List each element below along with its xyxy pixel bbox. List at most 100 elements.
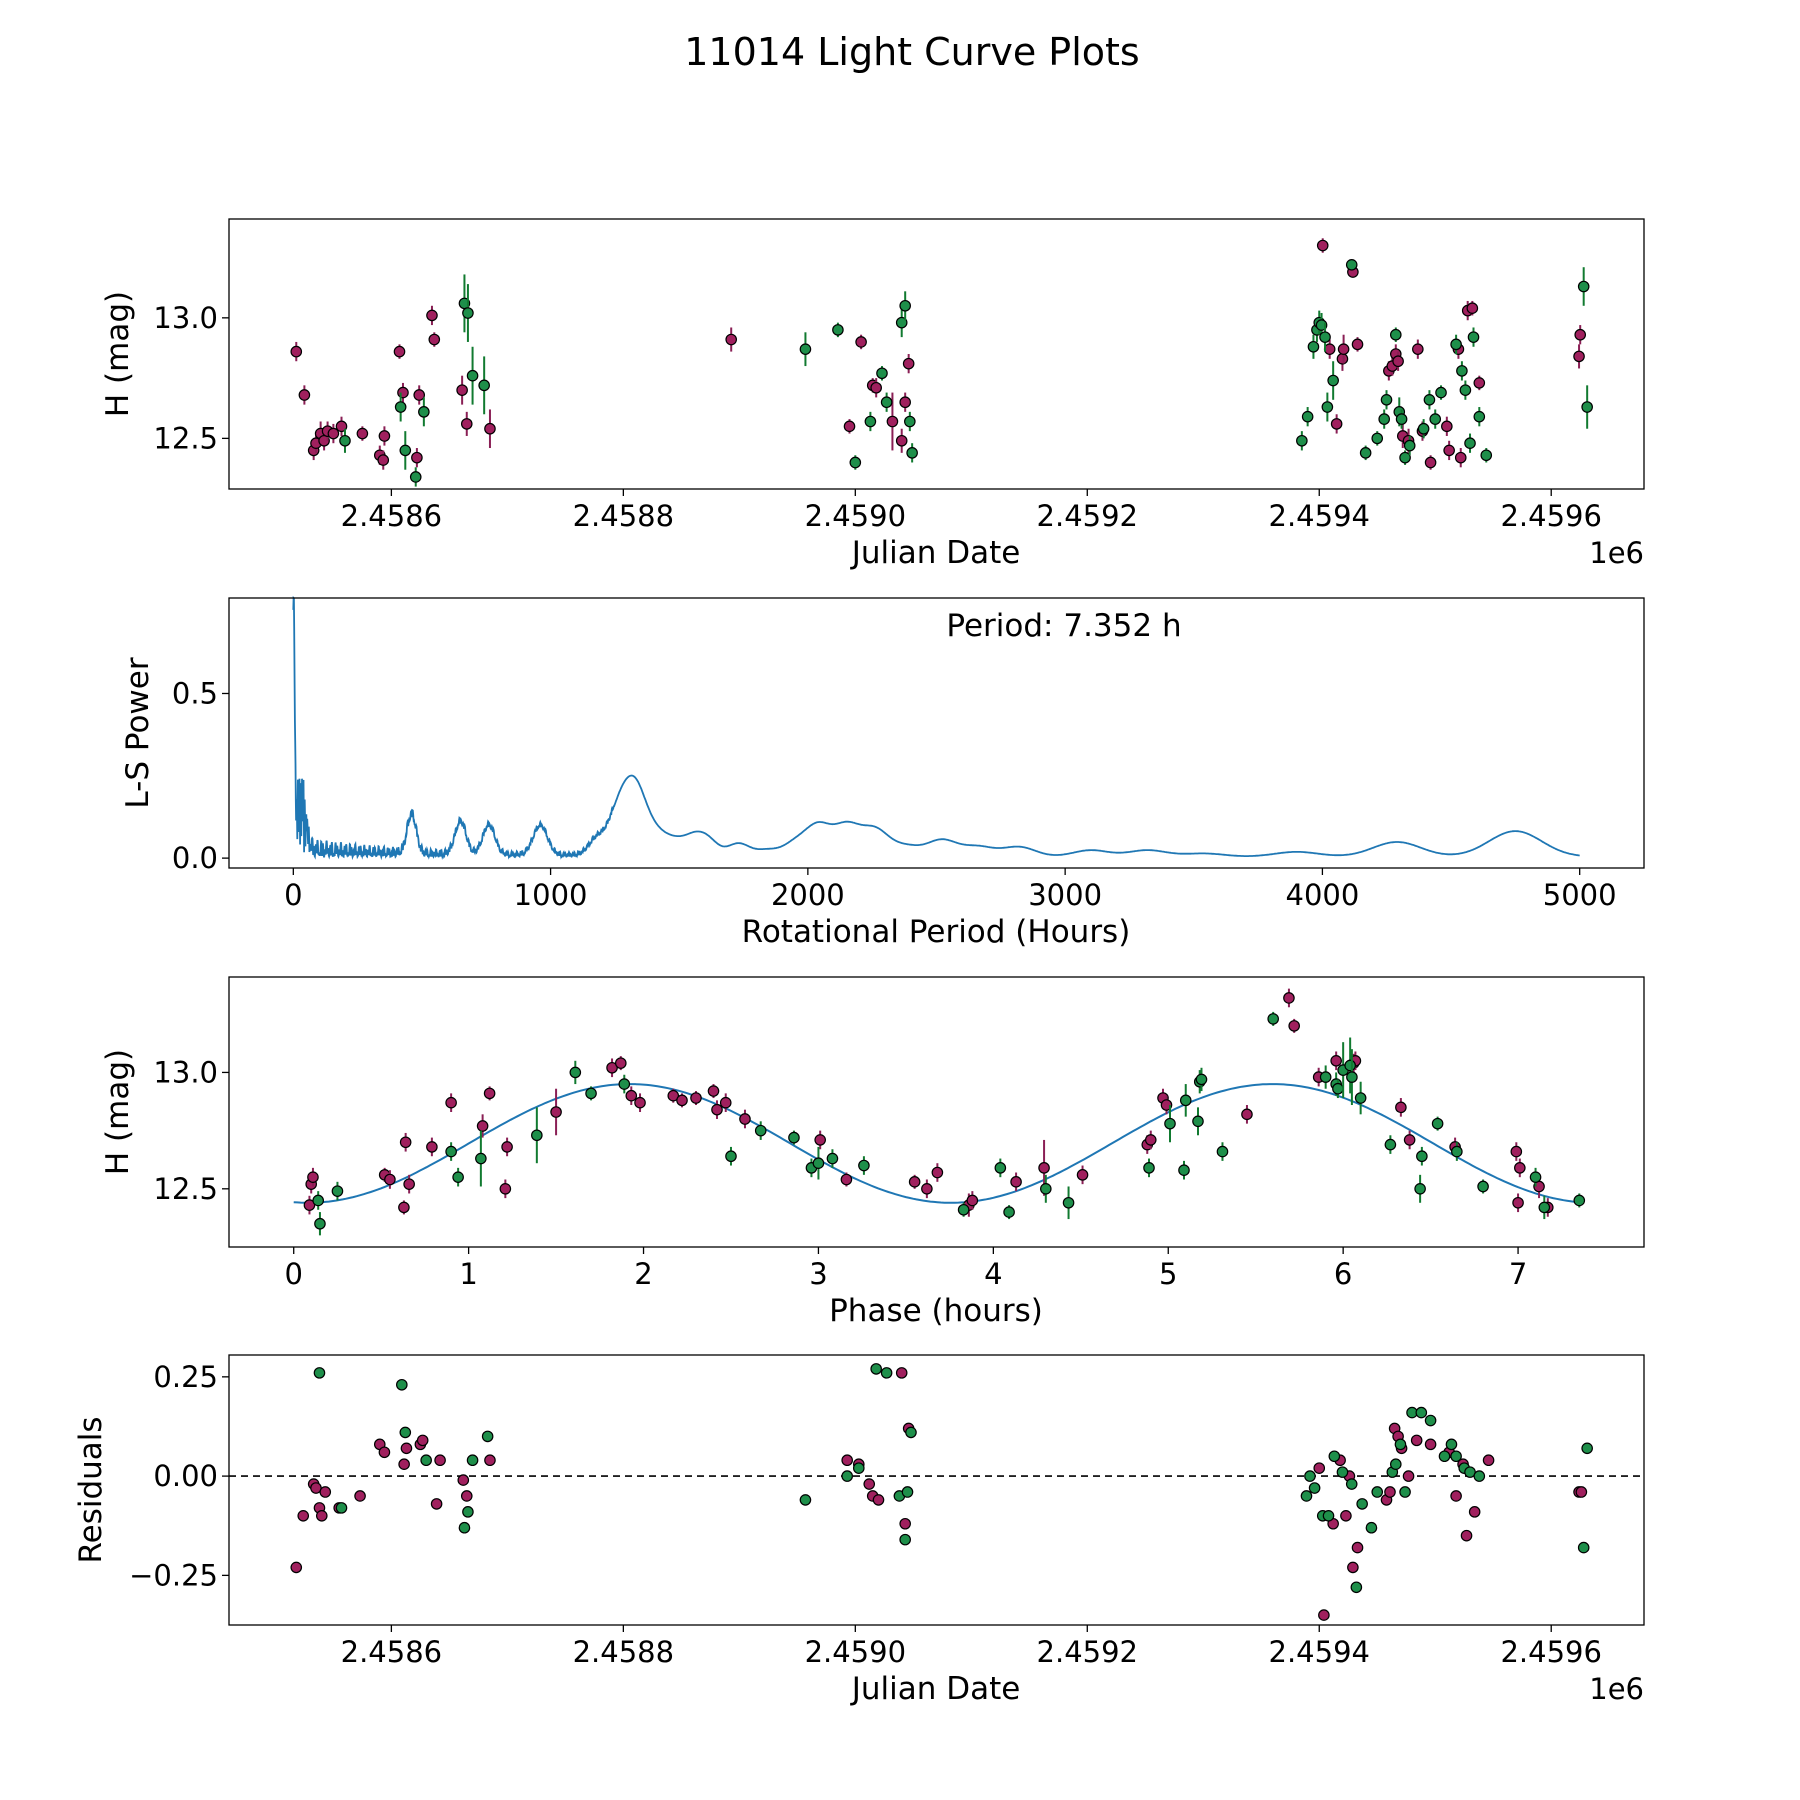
data-point-magenta — [484, 1088, 494, 1098]
data-point-green — [833, 325, 843, 335]
data-point-green — [1309, 1483, 1319, 1493]
data-point-magenta — [1469, 1507, 1479, 1517]
data-point-magenta — [856, 337, 866, 347]
data-point-green — [1457, 366, 1467, 376]
data-point-green — [1179, 1165, 1189, 1175]
data-point-green — [1578, 281, 1588, 291]
data-point-green — [619, 1079, 629, 1089]
data-point-green — [1400, 1487, 1410, 1497]
data-point-magenta — [1289, 1021, 1299, 1031]
data-point-magenta — [1393, 356, 1403, 366]
data-point-magenta — [1515, 1163, 1525, 1173]
data-point-green — [726, 1151, 736, 1161]
data-point-magenta — [887, 416, 897, 426]
data-point-green — [1530, 1172, 1540, 1182]
data-point-magenta — [922, 1184, 932, 1194]
x-tick-label: 2.4594 — [1269, 1635, 1370, 1669]
data-point-green — [1451, 339, 1461, 349]
data-point-magenta — [1348, 1562, 1358, 1572]
data-point-green — [1460, 385, 1470, 395]
data-point-green — [1578, 1542, 1588, 1552]
light-curve-offset-label: 1e6 — [1589, 536, 1644, 570]
data-point-magenta — [1461, 1530, 1471, 1540]
x-tick-label: 2.4588 — [573, 1635, 674, 1669]
data-point-magenta — [291, 1562, 301, 1572]
data-point-green — [1347, 1072, 1357, 1082]
data-point-magenta — [1396, 1102, 1406, 1112]
x-tick-label: 2000 — [771, 878, 845, 912]
y-tick-label: −0.25 — [129, 1558, 218, 1592]
data-point-green — [859, 1160, 869, 1170]
data-point-magenta — [1077, 1170, 1087, 1180]
data-point-green — [1372, 433, 1382, 443]
data-point-magenta — [1442, 421, 1452, 431]
data-point-green — [865, 416, 875, 426]
data-point-green — [586, 1088, 596, 1098]
data-point-green — [1582, 1443, 1592, 1453]
data-point-magenta — [385, 1174, 395, 1184]
light-curve-ylabel: H (mag) — [100, 291, 136, 417]
data-point-green — [1308, 342, 1318, 352]
data-point-magenta — [1331, 1056, 1341, 1066]
data-point-green — [467, 1455, 477, 1465]
data-point-magenta — [462, 419, 472, 429]
period-annotation: Period: 7.352 h — [946, 608, 1181, 644]
x-tick-label: 2.4596 — [1500, 1635, 1601, 1669]
data-point-green — [340, 436, 350, 446]
data-point-magenta — [401, 1443, 411, 1453]
data-point-green — [1144, 1163, 1154, 1173]
data-point-magenta — [712, 1104, 722, 1114]
data-point-green — [421, 1455, 431, 1465]
data-point-magenta — [399, 1459, 409, 1469]
data-point-green — [1436, 387, 1446, 397]
data-point-magenta — [1576, 1487, 1586, 1497]
data-point-green — [1446, 1439, 1456, 1449]
data-point-green — [1418, 424, 1428, 434]
data-point-green — [1357, 1499, 1367, 1509]
data-point-green — [1322, 402, 1332, 412]
data-point-green — [314, 1368, 324, 1378]
data-point-green — [411, 472, 421, 482]
x-tick-label: 0 — [284, 878, 302, 912]
x-tick-label: 2 — [634, 1257, 652, 1291]
data-point-magenta — [431, 1499, 441, 1509]
data-point-green — [532, 1130, 542, 1140]
data-point-magenta — [815, 1135, 825, 1145]
data-point-green — [459, 1523, 469, 1533]
data-point-green — [800, 1495, 810, 1505]
data-point-magenta — [398, 387, 408, 397]
light-curve-xlabel: Julian Date — [850, 535, 1021, 571]
data-point-magenta — [1425, 1439, 1435, 1449]
data-point-green — [1415, 1184, 1425, 1194]
data-point-magenta — [844, 421, 854, 431]
data-point-magenta — [1314, 1463, 1324, 1473]
data-point-green — [800, 344, 810, 354]
data-point-green — [476, 1153, 486, 1163]
data-point-green — [902, 1487, 912, 1497]
data-point-magenta — [412, 452, 422, 462]
data-point-green — [1574, 1195, 1584, 1205]
x-tick-label: 7 — [1509, 1257, 1527, 1291]
data-point-magenta — [427, 310, 437, 320]
data-point-magenta — [320, 1487, 330, 1497]
x-tick-label: 1 — [459, 1257, 477, 1291]
data-point-magenta — [873, 1495, 883, 1505]
residuals-xlabel: Julian Date — [850, 1671, 1021, 1707]
data-point-magenta — [1341, 1511, 1351, 1521]
data-point-green — [453, 1172, 463, 1182]
data-point-magenta — [379, 1447, 389, 1457]
data-point-magenta — [462, 1491, 472, 1501]
data-point-green — [1328, 375, 1338, 385]
figure: 11014 Light Curve Plots 2.4586 2.4588 2.45… — [0, 0, 1800, 1800]
data-point-green — [1165, 1118, 1175, 1128]
data-point-magenta — [394, 346, 404, 356]
data-point-green — [395, 402, 405, 412]
data-point-green — [1302, 411, 1312, 421]
data-point-magenta — [626, 1091, 636, 1101]
data-point-magenta — [1413, 344, 1423, 354]
x-tick-label: 5 — [1159, 1257, 1177, 1291]
data-point-green — [854, 1463, 864, 1473]
data-point-magenta — [1474, 378, 1484, 388]
x-tick-label: 2.4590 — [805, 1635, 906, 1669]
x-tick-label: 0 — [284, 1257, 302, 1291]
